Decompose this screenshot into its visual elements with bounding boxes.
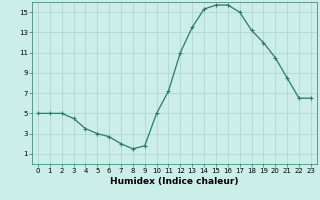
X-axis label: Humidex (Indice chaleur): Humidex (Indice chaleur) bbox=[110, 177, 239, 186]
